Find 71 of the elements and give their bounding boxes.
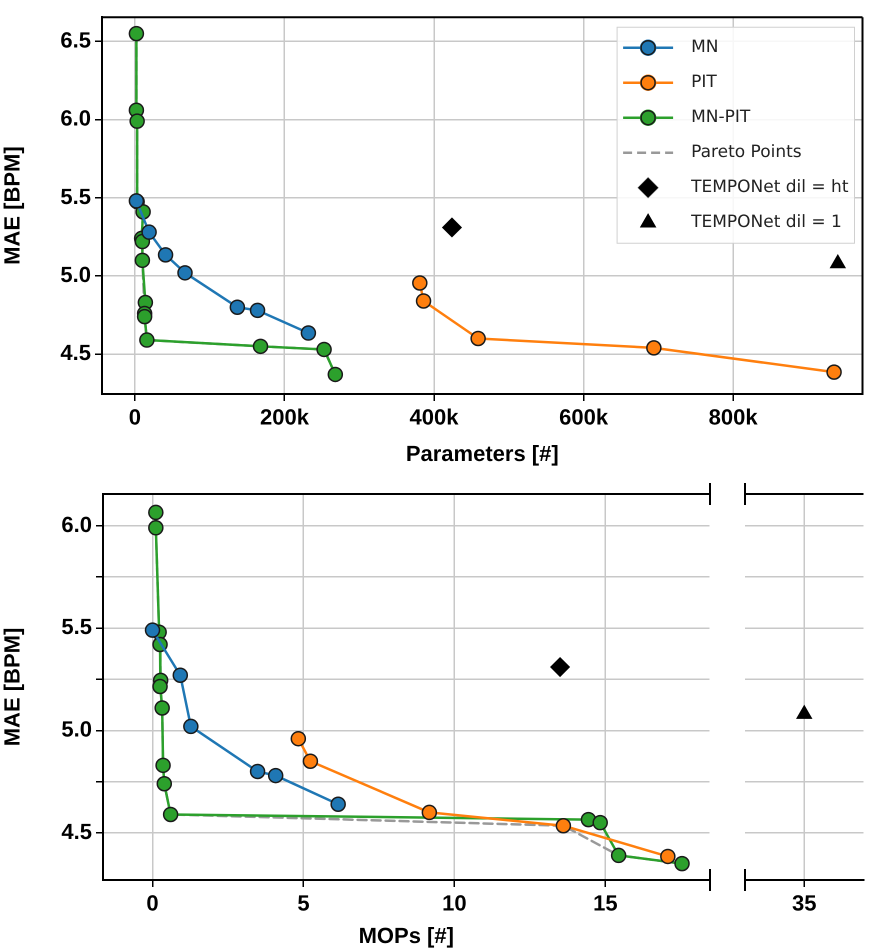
y-tick-label: 4.5 xyxy=(60,340,91,366)
x-tick-label: 35 xyxy=(792,890,816,916)
point xyxy=(156,776,172,792)
point xyxy=(148,520,164,536)
point xyxy=(162,806,178,822)
x-tick-label: 5 xyxy=(297,890,310,916)
point xyxy=(328,366,344,382)
x-axis-title: MOPs [#] xyxy=(358,922,454,948)
point xyxy=(154,700,170,716)
point xyxy=(592,814,608,830)
x-tick-label: 400k xyxy=(410,404,460,430)
point xyxy=(250,302,266,318)
point xyxy=(129,113,145,129)
point xyxy=(183,718,199,734)
point xyxy=(136,308,152,324)
legend-label: MN xyxy=(691,37,718,58)
point xyxy=(152,678,168,694)
y-tick-label: 6.0 xyxy=(60,106,91,131)
point xyxy=(148,504,164,520)
x-axis-title: Parameters [#] xyxy=(406,440,559,466)
point xyxy=(139,332,155,348)
point xyxy=(134,252,150,268)
y-tick-label: 4.5 xyxy=(61,818,92,844)
point xyxy=(646,340,662,356)
point xyxy=(442,218,462,238)
x-tick-label: 800k xyxy=(708,404,758,430)
point xyxy=(158,247,174,263)
y-tick-label: 6.0 xyxy=(61,512,92,537)
y-tick-label: 5.5 xyxy=(61,614,92,640)
point xyxy=(422,804,438,820)
x-tick-label: 10 xyxy=(442,890,467,916)
legend-label: TEMPONet dil = ht xyxy=(690,177,849,198)
point xyxy=(556,818,572,834)
point xyxy=(155,758,171,774)
point xyxy=(550,657,570,677)
point xyxy=(316,342,332,358)
legend-label: PIT xyxy=(691,72,718,92)
x-tick-label: 0 xyxy=(128,404,142,430)
legend-label: Pareto Points xyxy=(691,142,802,162)
point xyxy=(302,753,318,769)
y-axis-title: MAE [BPM] xyxy=(0,628,24,746)
point xyxy=(330,796,346,812)
point xyxy=(412,275,428,291)
point xyxy=(826,364,842,380)
x-tick-label: 200k xyxy=(260,404,310,430)
x-tick-label: 0 xyxy=(146,890,159,916)
point xyxy=(141,224,157,240)
point xyxy=(610,848,626,864)
y-tick-label: 6.5 xyxy=(60,27,91,52)
point xyxy=(416,293,432,309)
point xyxy=(230,299,246,315)
y-tick-label: 5.5 xyxy=(60,184,91,209)
x-tick-label: 15 xyxy=(593,890,618,916)
legend-label: MN-PIT xyxy=(691,107,751,128)
point xyxy=(172,667,188,683)
point xyxy=(290,730,306,746)
y-axis-title: MAE [BPM] xyxy=(0,146,24,265)
point xyxy=(252,338,268,354)
point xyxy=(177,265,193,281)
point xyxy=(144,622,160,638)
point xyxy=(660,848,676,864)
legend-label: TEMPONet dil = 1 xyxy=(690,212,842,232)
point xyxy=(470,330,486,346)
point xyxy=(268,768,284,784)
y-tick-label: 5.0 xyxy=(61,716,92,742)
point xyxy=(250,764,266,780)
y-tick-label: 5.0 xyxy=(60,262,91,288)
point xyxy=(300,325,316,341)
x-tick-label: 600k xyxy=(559,404,609,430)
point xyxy=(674,856,690,872)
point xyxy=(128,26,144,42)
